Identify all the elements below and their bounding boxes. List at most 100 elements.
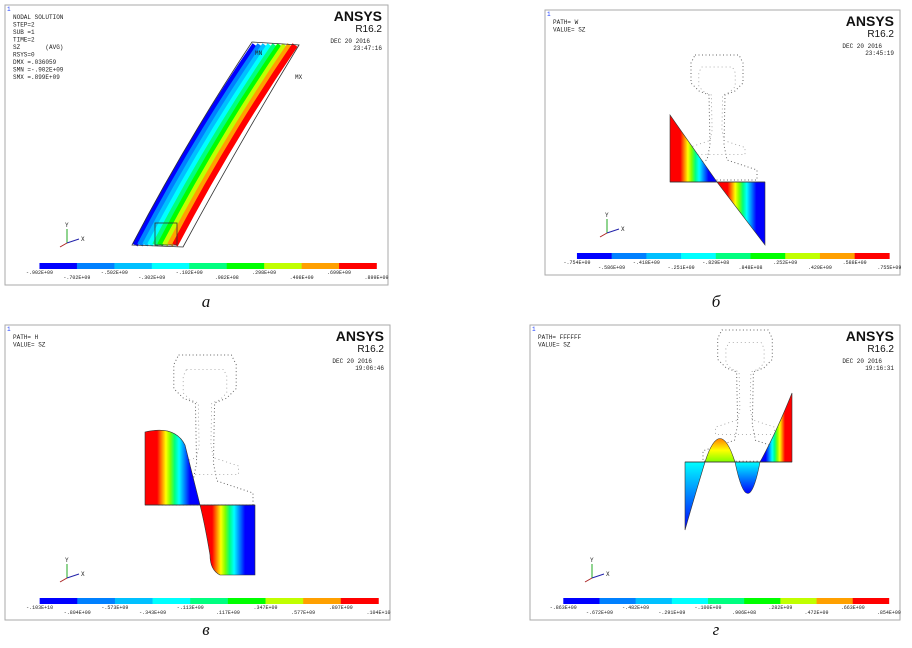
info-line: PATH= H [13, 334, 39, 341]
legend-band [785, 253, 820, 259]
legend-label: .848E+08 [738, 265, 762, 271]
legend-label: .104E+10 [366, 610, 390, 616]
legend-band [189, 263, 227, 269]
legend-label: -.829E+08 [702, 260, 729, 266]
legend-band [681, 253, 716, 259]
legend-label: .252E+09 [773, 260, 797, 266]
caption: б [712, 292, 721, 311]
info-line: SZ (AVG) [13, 44, 63, 51]
time: 19:06:46 [355, 365, 384, 372]
info-line: SUB =1 [13, 29, 35, 36]
legend-label: -.702E+09 [63, 275, 90, 281]
result-panel: 1NODAL SOLUTIONSTEP=2SUB =1TIME=2SZ (AVG… [5, 5, 389, 285]
legend-label: -.113E+09 [177, 605, 204, 611]
time: 23:45:19 [865, 50, 894, 57]
legend-label: .577E+09 [291, 610, 315, 616]
ansys-logo: ANSYS [846, 328, 894, 344]
ansys-logo: ANSYS [334, 8, 382, 24]
axis-x: X [621, 226, 625, 233]
legend-label: .899E+09 [365, 275, 389, 281]
version: R16.2 [355, 24, 382, 35]
info-line: STEP=2 [13, 22, 35, 29]
legend-label: -.103E+10 [26, 605, 53, 611]
legend-label: .282E+09 [768, 605, 792, 611]
legend-band [820, 253, 855, 259]
info-line: SMN =-.902E+09 [13, 67, 64, 74]
legend-label: -.804E+09 [64, 610, 91, 616]
legend-label: .854E+09 [877, 610, 901, 616]
legend-label: -.482E+09 [622, 605, 649, 611]
legend-label: .420E+09 [808, 265, 832, 271]
legend-label: .347E+09 [254, 605, 278, 611]
window-number: 1 [532, 326, 536, 333]
time: 23:47:16 [353, 45, 382, 52]
legend-label: .982E+08 [215, 275, 239, 281]
legend-band [646, 253, 681, 259]
info-line: PATH= FFFFFF [538, 334, 582, 341]
info-line: TIME=2 [13, 37, 35, 44]
marker-mn: MN [255, 50, 263, 57]
caption: г [713, 620, 720, 639]
legend-label: -.863E+09 [550, 605, 577, 611]
axis-x: X [606, 571, 610, 578]
legend-band [227, 263, 265, 269]
legend-band [266, 598, 304, 604]
legend-band [39, 263, 77, 269]
legend-band [228, 598, 266, 604]
legend-label: .498E+09 [290, 275, 314, 281]
legend-band [751, 253, 786, 259]
legend-band [77, 263, 115, 269]
legend-band [672, 598, 708, 604]
window-number: 1 [7, 6, 11, 13]
date: DEC 20 2016 [330, 38, 370, 45]
legend-band [153, 598, 191, 604]
legend-label: -.586E+09 [598, 265, 625, 271]
legend-label: -.502E+09 [101, 270, 128, 276]
caption: в [202, 620, 210, 639]
legend-band [303, 598, 341, 604]
legend-label: -.102E+09 [176, 270, 203, 276]
version: R16.2 [357, 344, 384, 355]
caption: а [202, 292, 211, 311]
version: R16.2 [867, 344, 894, 355]
legend-band [190, 598, 228, 604]
legend-label: .472E+09 [805, 610, 829, 616]
legend-label: .807E+09 [329, 605, 353, 611]
legend-band [855, 253, 890, 259]
legend-band [599, 598, 635, 604]
legend-band [612, 253, 647, 259]
date: DEC 20 2016 [842, 358, 882, 365]
panel-frame [5, 325, 390, 620]
ansys-logo: ANSYS [846, 13, 894, 29]
info-line: SMX =.899E+09 [13, 74, 60, 81]
legend-band [577, 253, 612, 259]
version: R16.2 [867, 29, 894, 40]
legend-label: -.573E+09 [101, 605, 128, 611]
axis-y: Y [590, 557, 594, 564]
window-number: 1 [547, 11, 551, 18]
axis-y: Y [65, 557, 69, 564]
legend-band [341, 598, 379, 604]
legend-label: .699E+09 [327, 270, 351, 276]
legend-label: .117E+09 [216, 610, 240, 616]
info-line: DMX =.036059 [13, 59, 57, 66]
legend-label: .906E+08 [732, 610, 756, 616]
legend-band [744, 598, 780, 604]
window-number: 1 [7, 326, 11, 333]
legend-label: -.251E+09 [668, 265, 695, 271]
panel-frame [530, 325, 900, 620]
legend-label: .755E+09 [877, 265, 901, 271]
legend-band [114, 263, 152, 269]
info-line: NODAL SOLUTION [13, 14, 64, 21]
legend-label: -.672E+09 [586, 610, 613, 616]
info-line: PATH= W [553, 19, 579, 26]
date: DEC 20 2016 [332, 358, 372, 365]
legend-label: .588E+09 [843, 260, 867, 266]
legend-band [780, 598, 816, 604]
legend-band [708, 598, 744, 604]
legend-label: .298E+09 [252, 270, 276, 276]
legend-label: -.291E+09 [658, 610, 685, 616]
